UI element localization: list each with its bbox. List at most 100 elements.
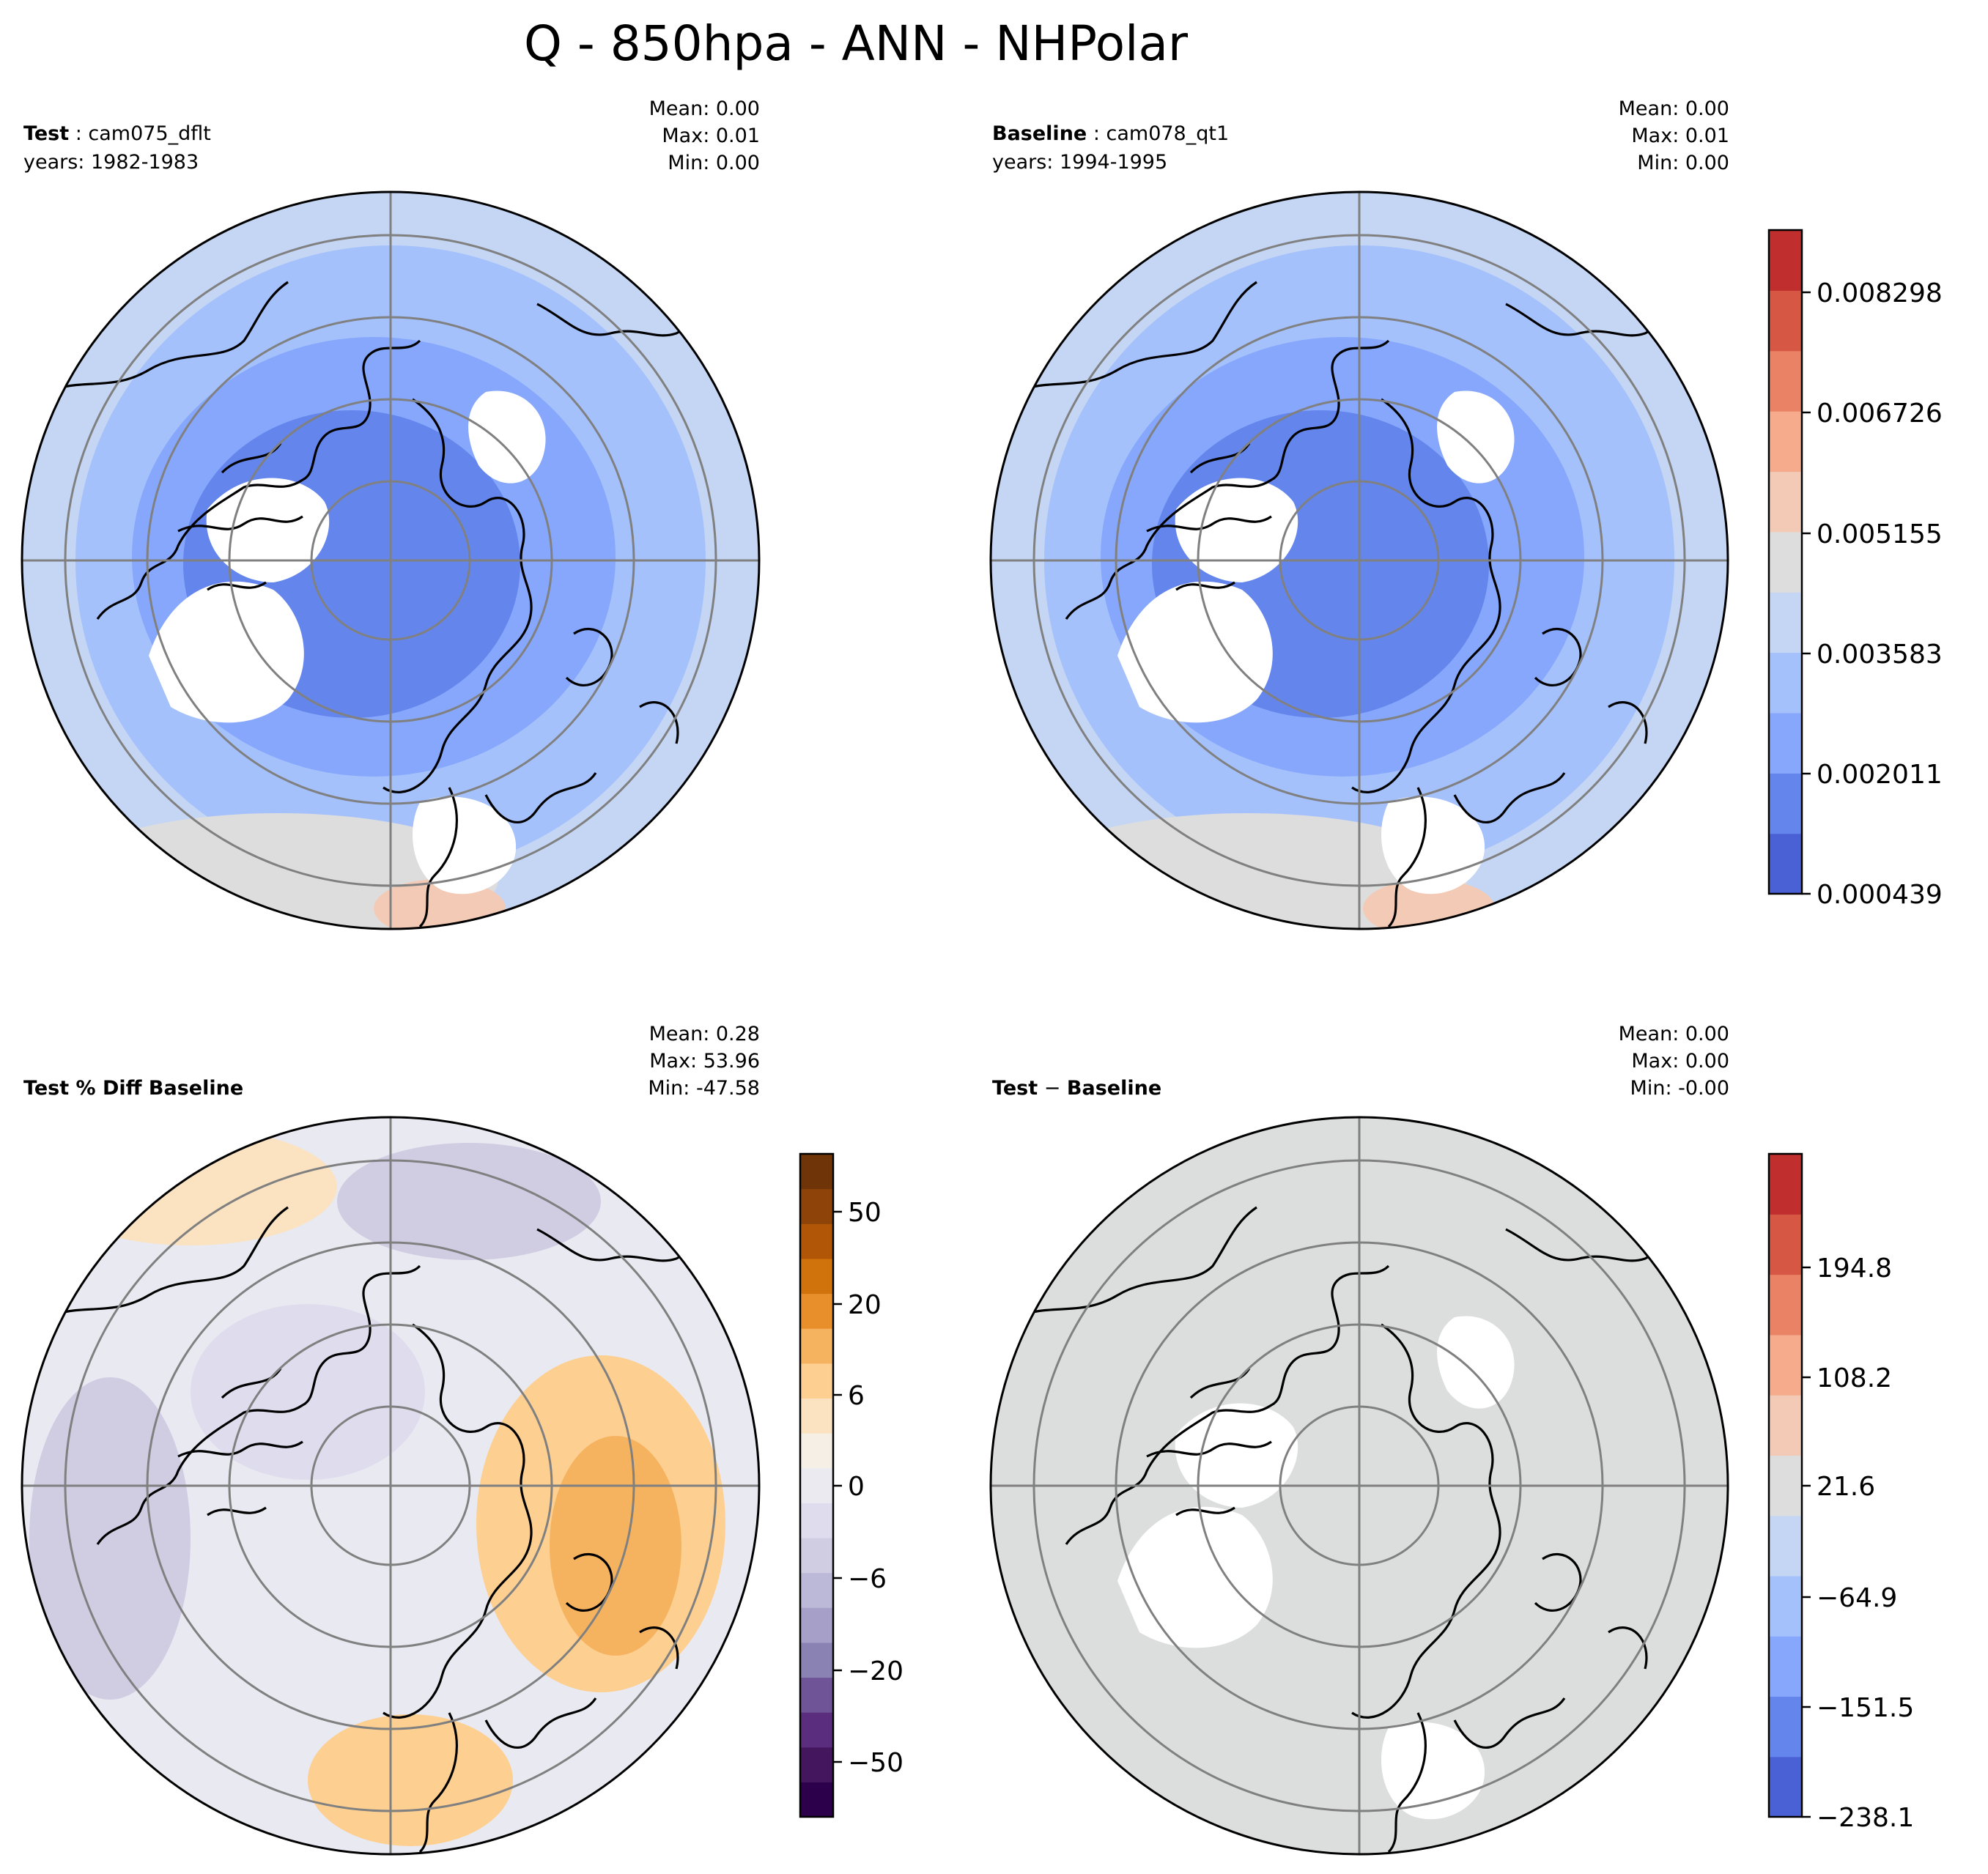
coolwarm-colorbar-segment-8 xyxy=(1769,350,1802,412)
coolwarm-colorbar-label-1: 0.002011 xyxy=(1817,760,1943,790)
puor-colorbar-segment-15 xyxy=(800,1258,833,1295)
panel-baseline-label: Baseline : cam078_qt1 xyxy=(992,122,1229,145)
coolwarm-colorbar-segment-1 xyxy=(1769,773,1802,834)
coolwarm-colorbar-segment-3 xyxy=(1769,652,1802,714)
puor-colorbar-segment-5 xyxy=(800,1607,833,1643)
coolwarm-colorbar-label-0: 0.000439 xyxy=(1817,880,1943,910)
puor-colorbar-segment-10 xyxy=(800,1433,833,1469)
panel-diff-label: Test − Baseline xyxy=(992,1077,1161,1100)
puor-colorbar-segment-9 xyxy=(800,1467,833,1503)
map-diff-gridlines xyxy=(991,1117,1728,1854)
panel-test-label: Test : cam075_dflt xyxy=(23,122,211,145)
coolwarm-colorbar-label-4: 0.006726 xyxy=(1817,399,1943,429)
map-test-gridlines xyxy=(22,192,759,929)
map-baseline-boundary xyxy=(989,190,1729,930)
diff-colorbar-segment-9 xyxy=(1769,1214,1802,1275)
puor-colorbar-label-0: −50 xyxy=(848,1748,904,1778)
diff-colorbar-label-1: −151.5 xyxy=(1817,1693,1914,1723)
diff-colorbar-segment-7 xyxy=(1769,1334,1802,1396)
puor-colorbar-segment-8 xyxy=(800,1503,833,1538)
puor-colorbar-label-2: −6 xyxy=(848,1564,887,1594)
colorbar-test-baseline: 0.000439 0.002011 0.003583 0.005155 0.006726… xyxy=(1767,229,1943,910)
map-pct-diff-boundary xyxy=(21,1116,761,1856)
diff-colorbar-segment-10 xyxy=(1769,1154,1802,1215)
diff-colorbar-segment-4 xyxy=(1769,1515,1802,1577)
coolwarm-colorbar-label-5: 0.008298 xyxy=(1817,278,1943,308)
coolwarm-colorbar-label-2: 0.003583 xyxy=(1817,640,1943,670)
diff-colorbar-segment-6 xyxy=(1769,1395,1802,1456)
coolwarm-colorbar-frame xyxy=(1767,229,1803,895)
colorbar-pct-diff: −50 −20 −6 0 6 20 50 xyxy=(799,1152,904,1818)
map-pct-diff xyxy=(22,1117,759,1854)
puor-colorbar-segment-11 xyxy=(800,1398,833,1434)
panel-pct-diff-min: Min: -47.58 xyxy=(648,1077,760,1100)
panel-pct-diff-mean: Mean: 0.28 xyxy=(649,1023,760,1045)
puor-colorbar-segment-1 xyxy=(800,1747,833,1782)
panel-pct-diff: Test % Diff Baseline Mean: 0.28 Max: 53.… xyxy=(21,1023,761,1856)
puor-colorbar-segment-6 xyxy=(800,1572,833,1608)
diff-colorbar-label-3: 21.6 xyxy=(1817,1472,1875,1502)
figure-title: Q - 850hpa - ANN - NHPolar xyxy=(524,15,1189,72)
map-test xyxy=(22,192,759,929)
diff-colorbar-segment-0 xyxy=(1769,1756,1802,1818)
map-pct-diff-cool-west xyxy=(29,1377,191,1700)
puor-colorbar-segment-7 xyxy=(800,1537,833,1574)
puor-colorbar-segment-4 xyxy=(800,1642,833,1678)
panel-test: Test : cam075_dflt years: 1982-1983 Mean… xyxy=(21,97,761,930)
puor-colorbar-segment-13 xyxy=(800,1328,833,1364)
diff-colorbar-segment-5 xyxy=(1769,1455,1802,1516)
coolwarm-colorbar-segment-9 xyxy=(1769,290,1802,352)
panel-test-min: Min: 0.00 xyxy=(668,152,760,174)
panel-diff-min: Min: -0.00 xyxy=(1630,1077,1729,1100)
map-baseline xyxy=(991,192,1728,929)
coolwarm-colorbar-segment-5 xyxy=(1769,531,1802,593)
coolwarm-colorbar-segment-2 xyxy=(1769,712,1802,774)
puor-colorbar-segment-12 xyxy=(800,1363,833,1399)
map-pct-diff-warm-south xyxy=(308,1714,513,1846)
puor-colorbar-label-6: 50 xyxy=(848,1198,882,1228)
diff-colorbar-label-0: −238.1 xyxy=(1817,1803,1914,1833)
panel-baseline-mean: Mean: 0.00 xyxy=(1619,97,1729,120)
map-test-boundary xyxy=(21,190,761,930)
panel-baseline-min: Min: 0.00 xyxy=(1637,152,1729,174)
map-pct-diff-cool-north xyxy=(337,1143,601,1260)
panel-test-max: Max: 0.01 xyxy=(662,125,760,147)
coolwarm-colorbar-segment-0 xyxy=(1769,833,1802,895)
puor-colorbar-segment-14 xyxy=(800,1293,833,1329)
panel-diff: Test − Baseline Mean: 0.00 Max: 0.00 Min… xyxy=(989,1023,1729,1856)
diff-colorbar-label-4: 108.2 xyxy=(1817,1363,1892,1393)
panel-pct-diff-max: Max: 53.96 xyxy=(649,1050,760,1073)
puor-colorbar-segment-3 xyxy=(800,1677,833,1713)
map-pct-diff-gridlines xyxy=(22,1117,759,1854)
diff-colorbar-label-2: −64.9 xyxy=(1817,1583,1897,1613)
map-pct-diff-cool-center xyxy=(191,1304,425,1480)
puor-colorbar-segment-16 xyxy=(800,1223,833,1259)
diff-colorbar-segment-8 xyxy=(1769,1274,1802,1336)
panel-test-years: years: 1982-1983 xyxy=(23,151,199,174)
panel-test-mean: Mean: 0.00 xyxy=(649,97,760,120)
panel-pct-diff-label: Test % Diff Baseline xyxy=(23,1077,243,1100)
puor-colorbar-segment-0 xyxy=(800,1782,833,1818)
coolwarm-colorbar-segment-4 xyxy=(1769,592,1802,653)
diff-colorbar-segment-3 xyxy=(1769,1575,1802,1637)
diff-colorbar-label-5: 194.8 xyxy=(1817,1253,1892,1284)
map-diff xyxy=(991,1117,1728,1854)
panel-baseline-years: years: 1994-1995 xyxy=(992,151,1167,174)
panel-diff-max: Max: 0.00 xyxy=(1631,1050,1729,1073)
map-diff-boundary xyxy=(989,1116,1729,1856)
puor-colorbar-label-3: 0 xyxy=(848,1472,865,1502)
map-pct-diff-warm-east-core xyxy=(550,1436,681,1656)
map-baseline-gridlines xyxy=(991,192,1728,929)
puor-colorbar-label-4: 6 xyxy=(848,1381,865,1411)
panel-diff-mean: Mean: 0.00 xyxy=(1619,1023,1729,1045)
panel-baseline-max: Max: 0.01 xyxy=(1631,125,1729,147)
coolwarm-colorbar-segment-7 xyxy=(1769,411,1802,473)
puor-colorbar-segment-2 xyxy=(800,1712,833,1748)
puor-colorbar-segment-17 xyxy=(800,1188,833,1224)
puor-colorbar-label-1: −20 xyxy=(848,1656,904,1686)
diff-colorbar-segment-1 xyxy=(1769,1696,1802,1758)
coolwarm-colorbar-segment-10 xyxy=(1769,230,1802,291)
coolwarm-colorbar-label-3: 0.005155 xyxy=(1817,519,1943,549)
diff-colorbar-segment-2 xyxy=(1769,1636,1802,1697)
